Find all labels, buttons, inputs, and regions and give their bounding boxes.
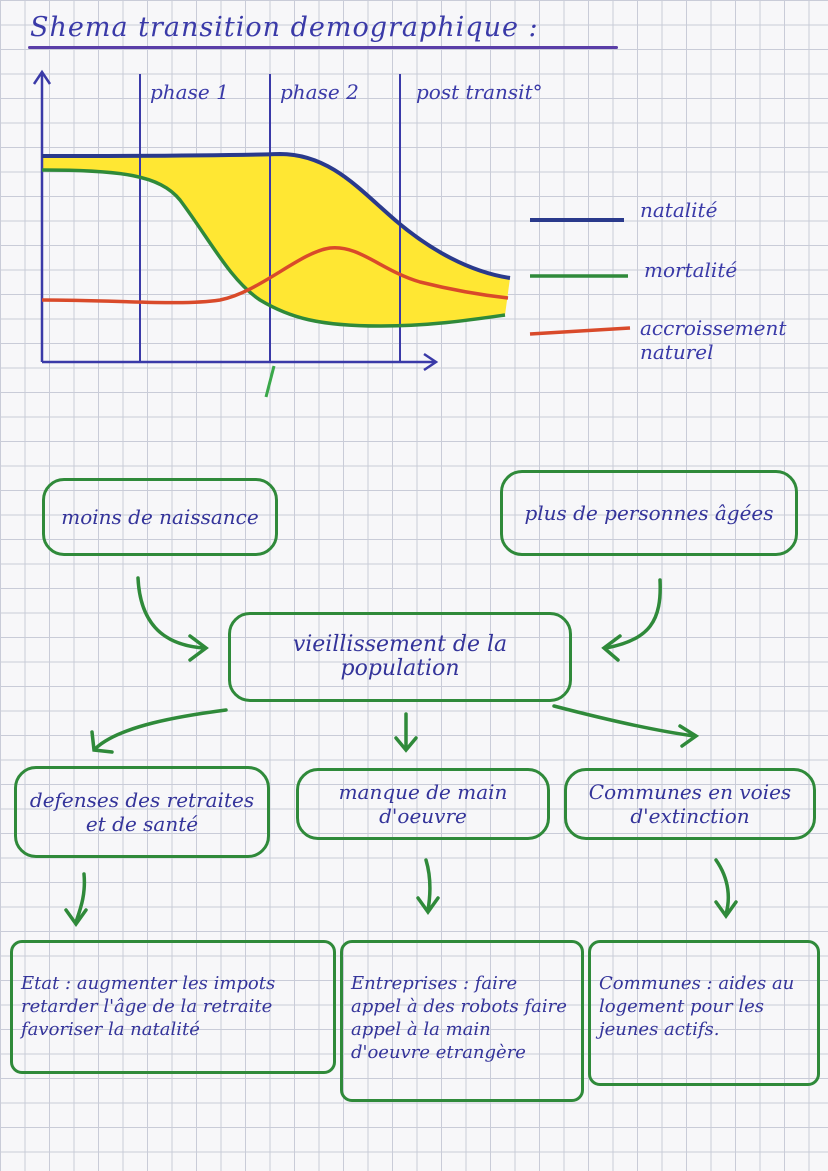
phase-2-label: phase 2 bbox=[280, 80, 359, 104]
response-box-companies: Entreprises : faire appel à des robots f… bbox=[340, 940, 584, 1102]
arrow-cons3-to-resp3 bbox=[714, 858, 731, 916]
arrow-head-left bbox=[188, 634, 209, 662]
arrow-left-to-center bbox=[136, 576, 206, 650]
cause-left-text: moins de naissance bbox=[61, 505, 259, 529]
arrow-head-center-middle bbox=[394, 736, 418, 753]
cause-right-box: plus de personnes âgées bbox=[500, 470, 798, 556]
birth-rate-line bbox=[41, 151, 511, 280]
title-underline bbox=[28, 46, 618, 49]
arrow-head-cons1 bbox=[64, 908, 88, 928]
response-box-state: Etat : augmenter les impots retarder l'â… bbox=[10, 940, 336, 1074]
phase-1-label: phase 1 bbox=[150, 80, 229, 104]
consequence-text-3: Communes en voies d'extinction bbox=[588, 780, 792, 828]
center-text: vieillissement de la population bbox=[292, 632, 508, 681]
legend-death-label: mortalité bbox=[644, 258, 738, 282]
arrow-head-cons2 bbox=[416, 896, 440, 916]
legend-line-increase bbox=[529, 326, 631, 336]
arrow-head-center-right bbox=[678, 724, 700, 748]
arrow-center-to-left bbox=[94, 708, 228, 750]
consequence-box-1: defenses des retraites et de santé bbox=[14, 766, 270, 858]
arrow-cons2-to-resp2 bbox=[424, 858, 432, 912]
arrow-head-center-left bbox=[90, 730, 114, 754]
response-box-communes: Communes : aides au logement pour les je… bbox=[588, 940, 820, 1086]
response-text-communes: Communes : aides au logement pour les je… bbox=[599, 973, 795, 1040]
response-text-state: Etat : augmenter les impots retarder l'â… bbox=[21, 973, 276, 1040]
death-rate-line bbox=[41, 168, 506, 328]
green-tick-mark bbox=[264, 365, 276, 398]
natural-increase-line bbox=[41, 246, 509, 305]
arrow-center-to-right bbox=[552, 704, 696, 738]
cause-right-text: plus de personnes âgées bbox=[524, 501, 774, 525]
x-axis-arrow bbox=[423, 352, 439, 372]
legend-birth-label: natalité bbox=[640, 198, 718, 222]
legend-increase-label: accroissement naturel bbox=[640, 316, 787, 364]
consequence-box-3: Communes en voies d'extinction bbox=[564, 768, 816, 840]
center-box: vieillissement de la population bbox=[228, 612, 572, 702]
natural-increase-area bbox=[42, 154, 510, 326]
page-title: Shema transition demographique : bbox=[30, 12, 539, 43]
post-transition-label: post transit° bbox=[416, 80, 543, 104]
consequence-box-2: manque de main d'oeuvre bbox=[296, 768, 550, 840]
cause-left-box: moins de naissance bbox=[42, 478, 278, 556]
transition-diagram bbox=[32, 69, 631, 398]
arrow-head-right bbox=[601, 634, 622, 662]
arrow-cons1-to-resp1 bbox=[74, 872, 87, 924]
consequence-text-2: manque de main d'oeuvre bbox=[338, 780, 508, 828]
arrow-right-to-center bbox=[604, 578, 662, 650]
y-axis-arrow bbox=[32, 69, 52, 85]
response-text-companies: Entreprises : faire appel à des robots f… bbox=[351, 973, 567, 1063]
consequence-text-1: defenses des retraites et de santé bbox=[29, 788, 255, 836]
arrow-head-cons3 bbox=[714, 900, 738, 920]
